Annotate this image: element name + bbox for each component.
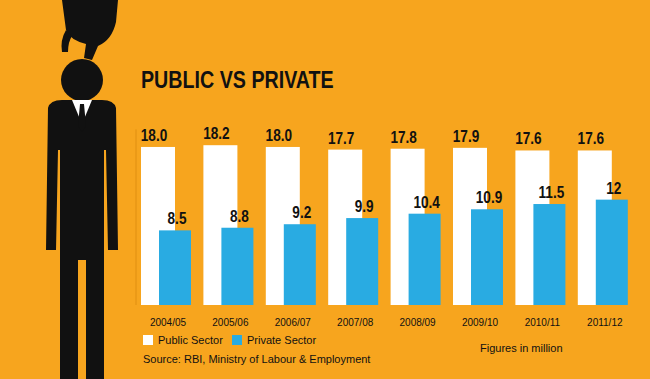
data-label-group: 18.0 — [141, 127, 167, 144]
bar — [221, 228, 253, 305]
x-tick-label: 2009/10 — [462, 317, 499, 328]
data-label-group: 11.5 — [539, 184, 565, 201]
data-label-group: 17.8 — [390, 129, 416, 146]
tie — [78, 104, 86, 132]
data-label: 9.9 — [355, 198, 374, 215]
data-label-group: 8.5 — [168, 210, 187, 227]
x-tick-label: 2010/11 — [525, 317, 561, 328]
body — [46, 100, 118, 379]
bar — [346, 218, 378, 305]
data-label: 17.8 — [390, 129, 416, 146]
data-label-group: 17.7 — [328, 130, 354, 147]
title: PUBLIC VS PRIVATE — [141, 66, 334, 93]
data-label: 8.5 — [168, 210, 187, 227]
data-label: 17.6 — [578, 130, 604, 147]
data-label: 10.9 — [476, 189, 502, 206]
bar — [409, 214, 441, 305]
data-label-group: 18.2 — [203, 125, 229, 142]
background — [0, 0, 650, 379]
data-label-group: 9.9 — [355, 198, 374, 215]
bar — [284, 224, 316, 305]
bar — [533, 204, 565, 305]
data-label-group: 18.0 — [266, 127, 292, 144]
legend-swatch — [143, 335, 153, 345]
bar — [471, 209, 503, 305]
data-label: 18.0 — [266, 127, 292, 144]
man-icon — [46, 0, 118, 379]
note: Figures in million — [480, 342, 563, 354]
data-label: 17.6 — [515, 130, 541, 147]
chart-container: PUBLIC VS PRIVATE 18.0 18.2 18.0 17.7 17.8 17.… — [0, 0, 650, 379]
thumb — [62, 30, 73, 52]
data-label-group: 17.9 — [453, 128, 479, 145]
data-label-group: 10.9 — [476, 189, 502, 206]
data-label-group: 12 — [606, 180, 621, 197]
bar — [596, 200, 628, 305]
x-tick-label: 2004/05 — [150, 317, 187, 328]
legend-label: Private Sector — [247, 334, 316, 346]
data-label-group: 17.6 — [515, 130, 541, 147]
data-label: 11.5 — [539, 184, 565, 201]
data-label: 8.8 — [230, 208, 249, 225]
head — [61, 59, 103, 101]
legend-swatch — [232, 335, 242, 345]
x-tick-label: 2011/12 — [587, 317, 623, 328]
bar — [159, 230, 191, 305]
x-tick-label: 2006/07 — [275, 317, 312, 328]
data-label-group: 9.2 — [292, 204, 311, 221]
x-axis: 2004/05 2005/06 2006/07 2007/08 2008/09 2009/… — [150, 317, 623, 328]
x-tick-label: 2005/06 — [212, 317, 249, 328]
data-label: 17.7 — [328, 130, 354, 147]
data-label-group: 8.8 — [230, 208, 249, 225]
data-label: 17.9 — [453, 128, 479, 145]
legend: Public Sector Private Sector — [143, 334, 316, 346]
x-tick-label: 2007/08 — [337, 317, 374, 328]
hand — [62, 0, 118, 60]
data-label: 18.2 — [203, 125, 229, 142]
source: Source: RBI, Ministry of Labour & Employ… — [143, 353, 370, 365]
data-label: 18.0 — [141, 127, 167, 144]
bars — [141, 145, 628, 305]
y-axis-line — [136, 129, 137, 305]
data-label: 12 — [606, 180, 621, 197]
data-label-group: 10.4 — [413, 194, 440, 211]
data-label-group: 17.6 — [578, 130, 604, 147]
data-label: 9.2 — [292, 204, 311, 221]
chart-svg: PUBLIC VS PRIVATE 18.0 18.2 18.0 17.7 17.8 17.… — [0, 0, 650, 379]
x-tick-label: 2008/09 — [400, 317, 437, 328]
data-label: 10.4 — [413, 194, 440, 211]
title-group: PUBLIC VS PRIVATE — [141, 66, 334, 93]
data-labels: 18.0 18.2 18.0 17.7 17.8 17.9 17.6 17.6 8.5 8.8 9.… — [141, 125, 622, 227]
legend-label: Public Sector — [158, 334, 223, 346]
